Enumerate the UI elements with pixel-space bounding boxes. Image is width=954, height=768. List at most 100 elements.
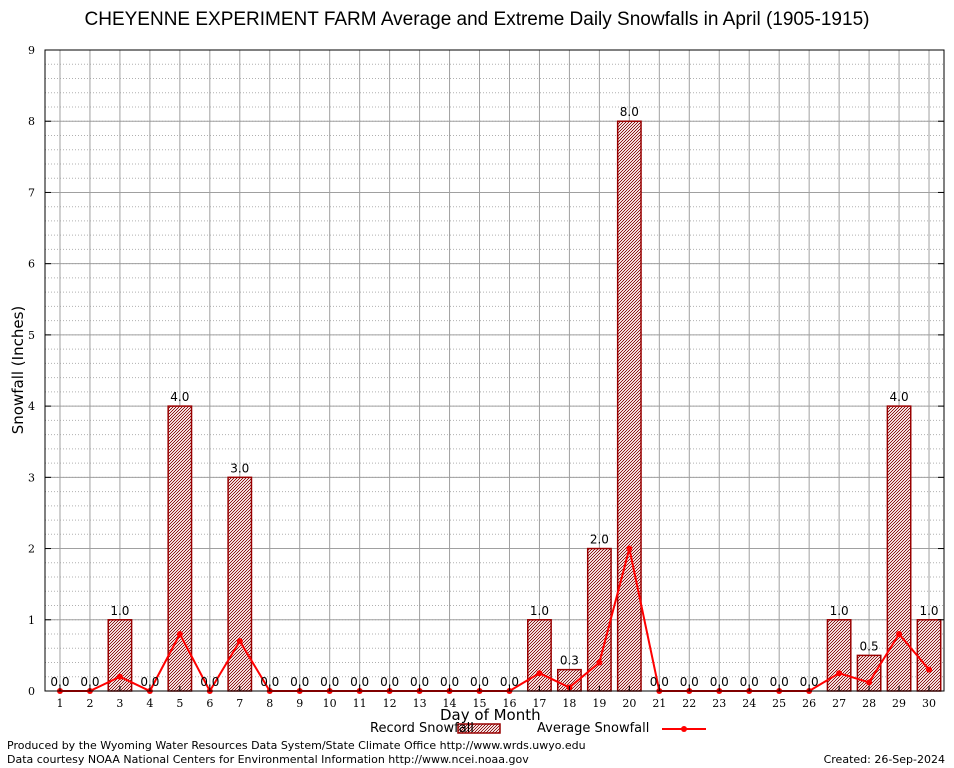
- average-point-day-19: [596, 659, 603, 666]
- data-label-day-28: 0.5: [860, 639, 879, 653]
- data-label-day-2: 0.0: [80, 675, 99, 689]
- y-tick-label: 4: [28, 400, 35, 413]
- x-tick-label: 10: [323, 697, 337, 710]
- bar-day-28: [856, 654, 882, 692]
- x-tick-label: 7: [236, 697, 243, 710]
- data-label-day-15: 0.0: [470, 675, 489, 689]
- data-label-day-16: 0.0: [500, 675, 519, 689]
- data-label-day-12: 0.0: [380, 675, 399, 689]
- y-tick-label: 0: [28, 685, 35, 698]
- x-tick-label: 1: [56, 697, 63, 710]
- legend-record-label: Record Snowfall: [370, 721, 474, 736]
- x-tick-label: 25: [772, 697, 786, 710]
- data-label-day-27: 1.0: [830, 604, 849, 618]
- x-tick-label: 5: [176, 697, 183, 710]
- x-tick-label: 17: [532, 697, 546, 710]
- data-labels: 0.0 0.0 1.0 0.0 4.0 0.0 3.0 0.0 0.0 0.0 0.0 0.0 0.0 0…: [50, 105, 938, 689]
- x-tick-label: 2: [86, 697, 93, 710]
- data-label-day-21: 0.0: [650, 675, 669, 689]
- x-tick-label: 24: [742, 697, 756, 710]
- data-label-day-9: 0.0: [290, 675, 309, 689]
- legend-symbols: [457, 723, 706, 734]
- data-label-day-23: 0.0: [710, 675, 729, 689]
- footer-produced-by: Produced by the Wyoming Water Resources …: [7, 739, 586, 752]
- data-label-day-4: 0.0: [140, 675, 159, 689]
- average-point-day-27: [836, 670, 843, 677]
- y-tick-label: 9: [28, 44, 35, 57]
- data-label-day-7: 3.0: [230, 461, 249, 475]
- x-tick-label: 21: [652, 697, 666, 710]
- x-tick-label: 13: [413, 697, 427, 710]
- legend-record-swatch: [457, 723, 501, 734]
- x-axis-label: Day of Month: [440, 706, 541, 724]
- x-tick-label: 16: [502, 697, 516, 710]
- x-tick-label: 6: [206, 697, 213, 710]
- data-label-day-19: 2.0: [590, 533, 609, 547]
- average-point-day-3: [116, 673, 123, 680]
- y-tick-label: 3: [28, 471, 35, 484]
- data-label-day-3: 1.0: [110, 604, 129, 618]
- y-tick-label: 1: [28, 614, 35, 627]
- footer-data-courtesy: Data courtesy NOAA National Centers for …: [7, 753, 529, 766]
- chart-title: CHEYENNE EXPERIMENT FARM Average and Ext…: [84, 9, 870, 30]
- data-label-day-1: 0.0: [50, 675, 69, 689]
- data-label-day-25: 0.0: [770, 675, 789, 689]
- legend-average-marker: [681, 726, 687, 732]
- average-point-day-29: [896, 631, 903, 638]
- x-tick-label: 4: [146, 697, 153, 710]
- y-tick-label: 8: [28, 115, 35, 128]
- bar-day-27: [826, 619, 852, 692]
- data-label-day-26: 0.0: [800, 675, 819, 689]
- x-tick-label: 8: [266, 697, 273, 710]
- data-label-day-30: 1.0: [919, 604, 938, 618]
- x-tick-label: 27: [832, 697, 846, 710]
- x-tick-label: 18: [562, 697, 576, 710]
- x-tick-label: 28: [862, 697, 876, 710]
- average-point-day-5: [176, 631, 183, 638]
- x-tick-label: 15: [473, 697, 487, 710]
- y-tick-label: 5: [28, 329, 35, 342]
- y-axis-label: Snowfall (Inches): [9, 305, 27, 435]
- legend-average-label: Average Snowfall: [537, 721, 650, 736]
- x-tick-label: 26: [802, 697, 816, 710]
- average-point-day-17: [536, 670, 543, 677]
- created-date: Created: 26-Sep-2024: [823, 753, 945, 766]
- average-point-day-30: [926, 666, 933, 673]
- bar-day-30: [916, 619, 942, 692]
- bar-day-20: [616, 120, 642, 692]
- plot-border: [44, 49, 945, 692]
- bar-day-17: [527, 619, 552, 692]
- data-label-day-18: 0.3: [560, 654, 579, 668]
- average-point-day-20: [626, 545, 633, 552]
- x-tick-label: 12: [383, 697, 397, 710]
- x-tick-label: 30: [922, 697, 936, 710]
- data-label-day-14: 0.0: [440, 675, 459, 689]
- data-label-day-22: 0.0: [680, 675, 699, 689]
- data-label-day-11: 0.0: [350, 675, 369, 689]
- data-label-day-8: 0.0: [260, 675, 279, 689]
- y-tick-label: 7: [28, 186, 35, 199]
- data-label-day-17: 1.0: [530, 604, 549, 618]
- data-label-day-29: 4.0: [890, 390, 909, 404]
- x-tick-label: 14: [443, 697, 457, 710]
- average-point-day-28: [866, 679, 873, 686]
- y-tick-label: 6: [28, 258, 35, 271]
- x-tick-label: 22: [682, 697, 696, 710]
- data-label-day-13: 0.0: [410, 675, 429, 689]
- x-tick-label: 23: [712, 697, 726, 710]
- x-tick-label: 9: [296, 697, 303, 710]
- x-tick-label: 20: [622, 697, 636, 710]
- x-tick-label: 19: [592, 697, 606, 710]
- x-tick-label: 11: [353, 697, 367, 710]
- x-tick-label: 3: [116, 697, 123, 710]
- data-label-day-10: 0.0: [320, 675, 339, 689]
- data-label-day-5: 4.0: [170, 390, 189, 404]
- data-label-day-24: 0.0: [740, 675, 759, 689]
- x-tick-label: 29: [892, 697, 906, 710]
- data-label-day-6: 0.0: [200, 675, 219, 689]
- average-point-day-7: [236, 638, 243, 645]
- bar-day-7: [227, 476, 253, 692]
- y-tick-label: 2: [28, 543, 35, 556]
